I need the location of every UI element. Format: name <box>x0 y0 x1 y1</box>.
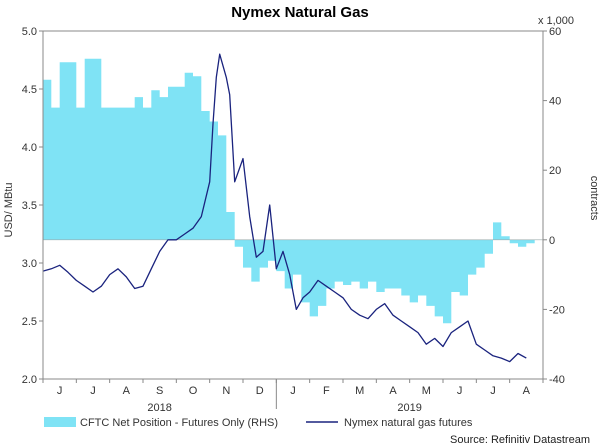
left-axis-label: USD/ MBtu <box>3 182 15 237</box>
price-line-layer <box>42 53 527 363</box>
x-tick-label: M <box>422 385 431 397</box>
x-tick-label: A <box>123 385 131 397</box>
x-tick-label: S <box>156 385 163 397</box>
right-tick-label: -20 <box>549 304 565 316</box>
source-note: Source: Refinitiv Datastream <box>450 434 590 446</box>
right-tick-label: 60 <box>549 26 561 38</box>
x-tick-label: A <box>389 385 397 397</box>
legend-item-area: CFTC Net Position - Futures Only (RHS) <box>44 417 278 429</box>
x-tick-label: J <box>57 385 63 397</box>
cftc-area-layer <box>43 58 535 324</box>
x-tick-label: N <box>222 385 230 397</box>
left-tick-label: 2.0 <box>22 374 37 386</box>
legend-swatch-area <box>44 417 76 427</box>
right-axis-ticks: 60 40 20 0 -20 -40 <box>543 26 565 386</box>
x-tick-label: O <box>189 385 198 397</box>
left-tick-label: 3.0 <box>22 258 37 270</box>
x-tick-label: J <box>290 385 296 397</box>
left-tick-label: 2.5 <box>22 316 37 328</box>
x-tick-label: A <box>523 385 531 397</box>
x-tick-label: D <box>256 385 264 397</box>
cftc-net-position-area <box>43 58 535 324</box>
plot-area <box>42 30 544 380</box>
right-tick-label: -40 <box>549 374 565 386</box>
left-tick-label: 3.5 <box>22 200 37 212</box>
x-axis-years: 2018 2019 <box>147 379 422 414</box>
right-tick-label: 0 <box>549 235 555 247</box>
x-tick-label: J <box>90 385 96 397</box>
legend: CFTC Net Position - Futures Only (RHS) N… <box>44 417 473 429</box>
right-axis-label: contracts <box>588 176 600 221</box>
left-tick-label: 5.0 <box>22 26 37 38</box>
nymex-price-line <box>42 53 527 363</box>
x-tick-label: F <box>323 385 330 397</box>
x-tick-label: J <box>457 385 463 397</box>
left-axis-ticks: 5.0 4.5 4.0 3.5 3.0 2.5 2.0 <box>22 26 43 386</box>
x-tick-label: M <box>355 385 364 397</box>
right-tick-label: 40 <box>549 96 561 108</box>
chart-title: Nymex Natural Gas <box>231 4 369 21</box>
right-axis-unit: x 1,000 <box>538 15 574 27</box>
left-tick-label: 4.5 <box>22 84 37 96</box>
legend-item-line: Nymex natural gas futures <box>306 417 473 429</box>
year-label-2019: 2019 <box>397 402 421 414</box>
right-tick-label: 20 <box>549 165 561 177</box>
legend-label-line: Nymex natural gas futures <box>344 417 473 429</box>
left-tick-label: 4.0 <box>22 142 37 154</box>
x-tick-label: J <box>490 385 496 397</box>
legend-label-area: CFTC Net Position - Futures Only (RHS) <box>80 417 278 429</box>
year-label-2018: 2018 <box>147 402 171 414</box>
